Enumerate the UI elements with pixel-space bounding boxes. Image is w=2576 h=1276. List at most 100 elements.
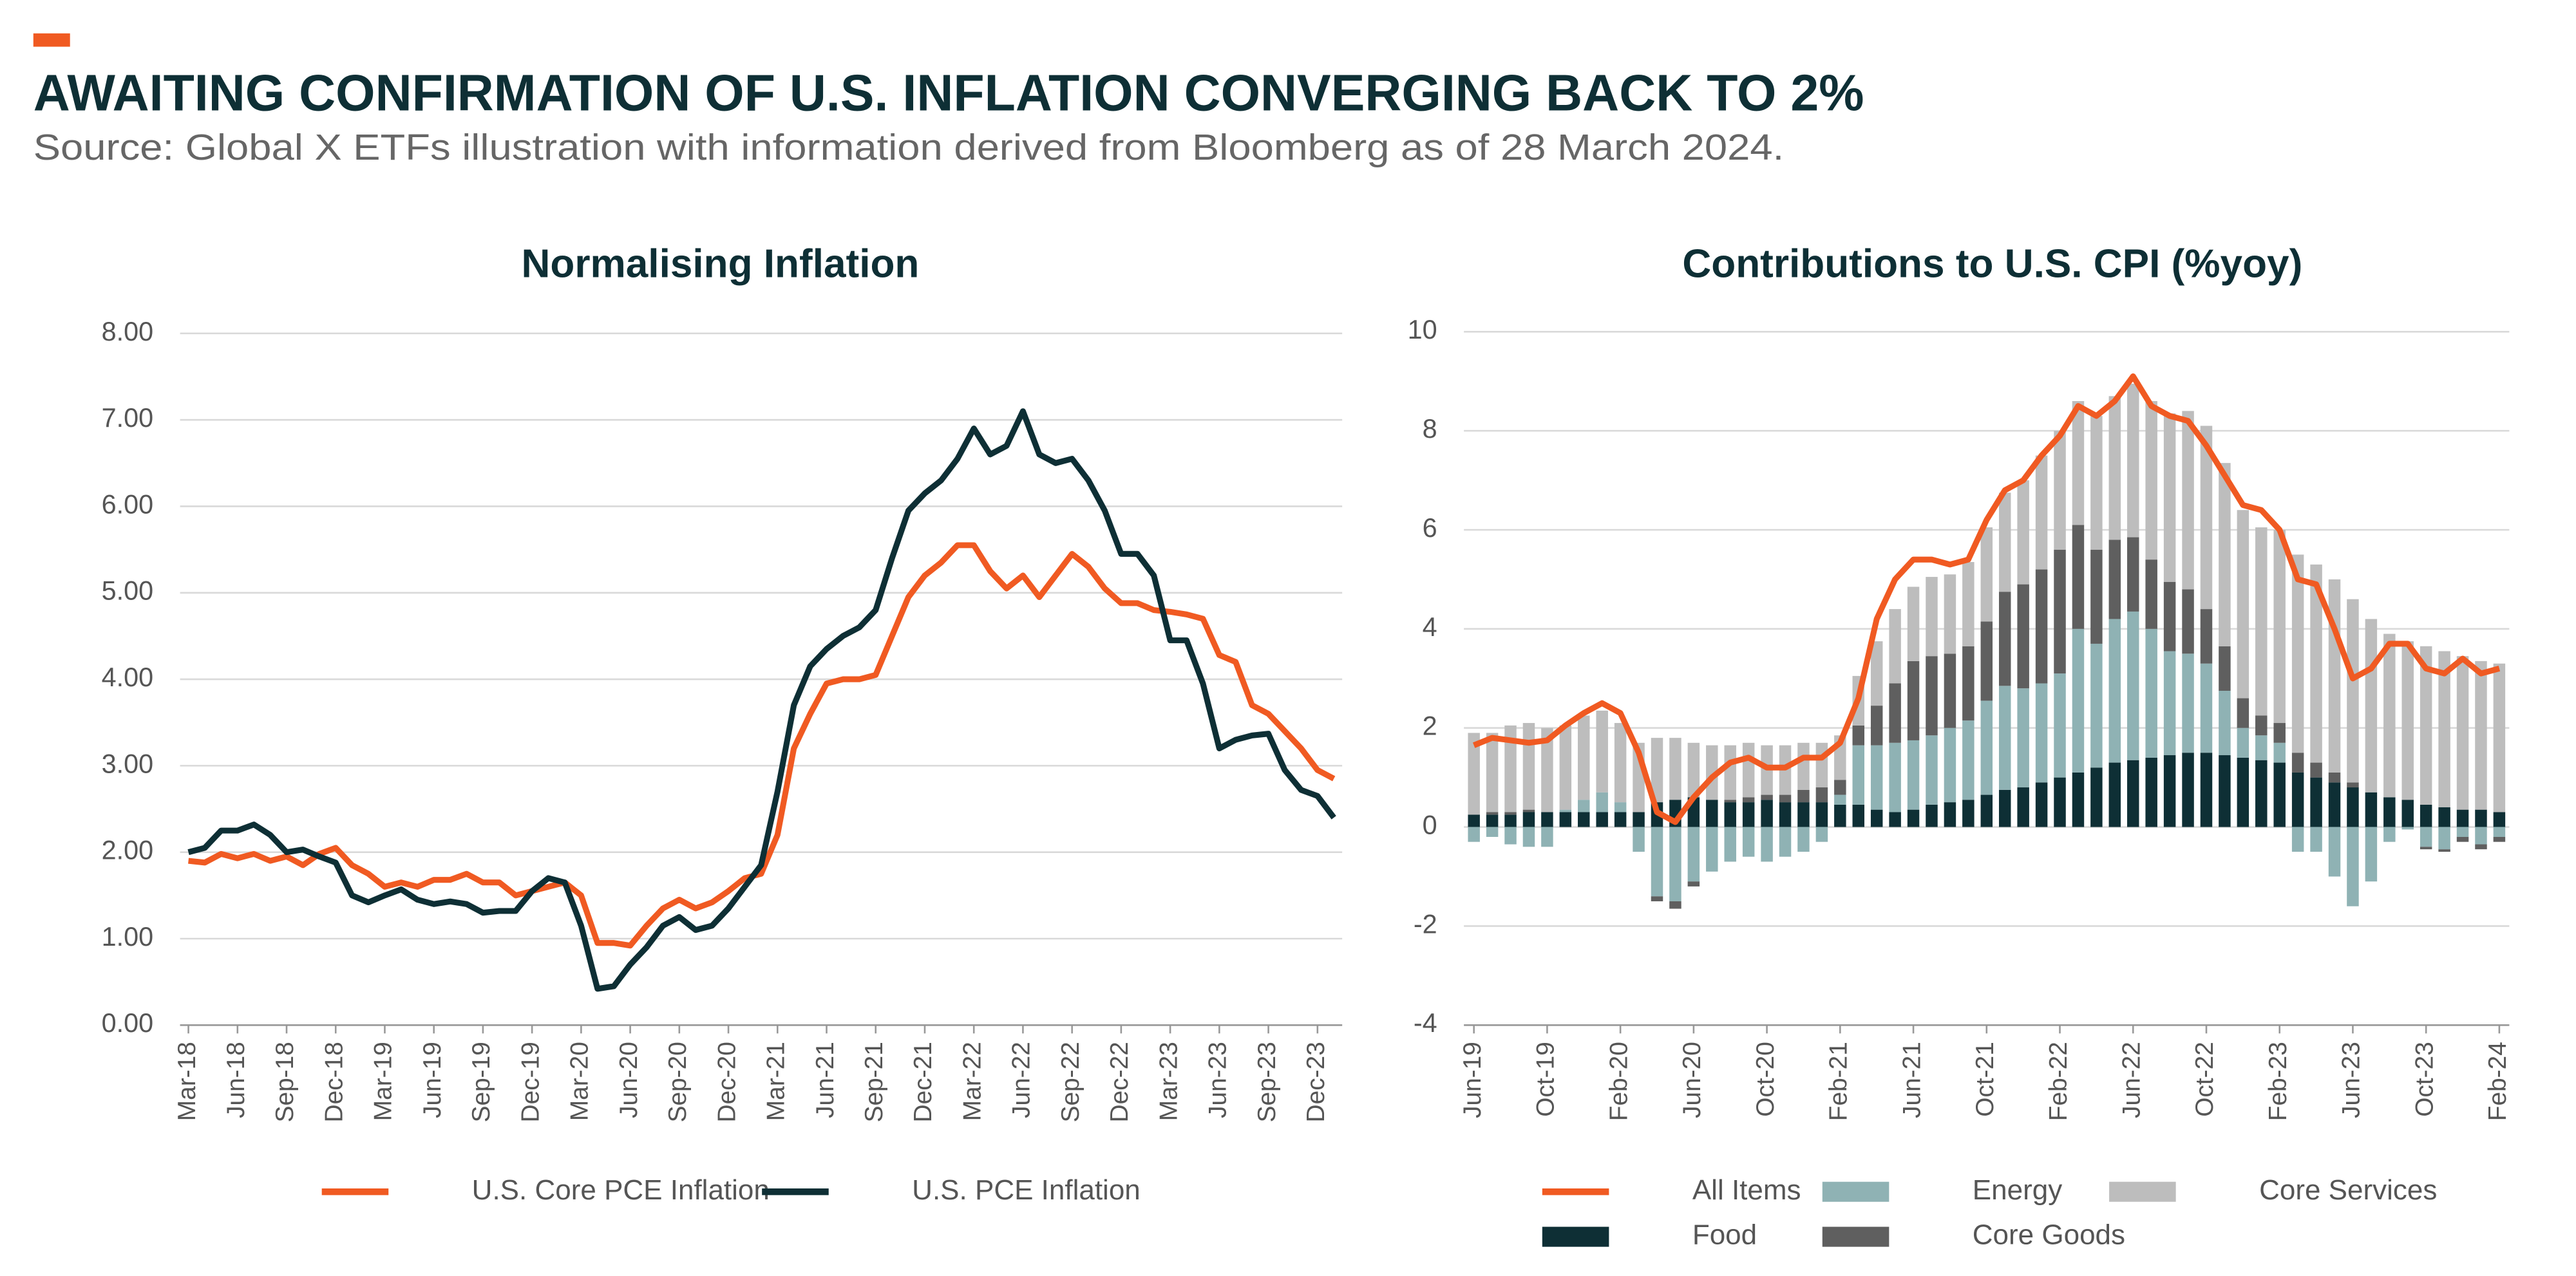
bar bbox=[2420, 646, 2432, 805]
bar bbox=[1541, 827, 1553, 847]
bar bbox=[2365, 619, 2378, 793]
bar bbox=[2401, 800, 2414, 827]
bar bbox=[2182, 753, 2194, 827]
bar bbox=[1724, 745, 1736, 800]
y-tick-label: -4 bbox=[1414, 1008, 1437, 1038]
bar bbox=[2456, 827, 2469, 837]
bar bbox=[2182, 411, 2194, 590]
bar bbox=[2493, 836, 2506, 842]
bar bbox=[2347, 787, 2359, 827]
x-tick-label: Dec-22 bbox=[1106, 1042, 1133, 1122]
bar bbox=[1633, 812, 1645, 827]
bar bbox=[2310, 777, 2322, 827]
y-tick-label: 4 bbox=[1423, 612, 1437, 642]
bar bbox=[1504, 814, 1517, 827]
bar bbox=[2090, 549, 2103, 644]
bar bbox=[1980, 700, 1993, 795]
bar bbox=[2291, 827, 2304, 852]
bar bbox=[2420, 804, 2432, 827]
bar bbox=[1889, 609, 1901, 684]
x-tick-label: Jun-23 bbox=[2338, 1042, 2365, 1118]
x-tick-label: Feb-20 bbox=[1605, 1042, 1633, 1121]
bar bbox=[2273, 762, 2286, 827]
bar bbox=[2475, 827, 2487, 845]
bar bbox=[2200, 663, 2213, 753]
x-tick-label: Sep-23 bbox=[1253, 1042, 1281, 1122]
x-tick-label: Dec-23 bbox=[1302, 1042, 1330, 1122]
bar bbox=[2108, 762, 2121, 827]
bar bbox=[1504, 827, 1517, 845]
bar bbox=[2072, 400, 2085, 525]
bar bbox=[2145, 757, 2157, 827]
bar bbox=[1926, 577, 1938, 657]
bar bbox=[1907, 661, 1920, 740]
x-tick-label: Mar-21 bbox=[762, 1042, 790, 1121]
bar bbox=[2328, 772, 2341, 783]
x-tick-label: Dec-21 bbox=[909, 1042, 937, 1122]
bar bbox=[2145, 628, 2157, 758]
bar bbox=[1559, 812, 1572, 827]
bar bbox=[1834, 804, 1846, 827]
x-tick-label: Oct-21 bbox=[1971, 1042, 1999, 1117]
bar bbox=[1761, 800, 1773, 827]
bar bbox=[1559, 725, 1572, 810]
bar bbox=[2438, 849, 2450, 852]
x-tick-label: Mar-20 bbox=[566, 1042, 594, 1121]
bar bbox=[1944, 802, 1956, 827]
bar bbox=[1889, 812, 1901, 827]
bar bbox=[1907, 740, 1920, 810]
y-tick-label: 10 bbox=[1408, 315, 1437, 344]
bar bbox=[1687, 742, 1700, 798]
x-tick-label: Dec-20 bbox=[713, 1042, 741, 1122]
legend-label: Energy bbox=[1973, 1174, 2062, 1206]
x-tick-label: Mar-18 bbox=[173, 1042, 201, 1121]
bar bbox=[2127, 537, 2139, 612]
bar bbox=[2072, 628, 2085, 773]
page-title: AWAITING CONFIRMATION OF U.S. INFLATION … bbox=[33, 64, 1864, 122]
bar bbox=[2237, 698, 2249, 728]
bar bbox=[1962, 646, 1975, 721]
bar bbox=[1614, 723, 1627, 803]
bar bbox=[2127, 384, 2139, 538]
bar bbox=[2182, 589, 2194, 654]
x-tick-label: Oct-22 bbox=[2191, 1042, 2219, 1117]
bar bbox=[2456, 836, 2469, 842]
x-tick-label: Jun-21 bbox=[1898, 1042, 1926, 1118]
bar bbox=[2456, 656, 2469, 810]
bar bbox=[2035, 455, 2048, 570]
bar bbox=[1926, 804, 1938, 827]
bar bbox=[1742, 797, 1755, 803]
x-tick-label: Feb-24 bbox=[2484, 1042, 2512, 1121]
bar bbox=[2438, 807, 2450, 827]
bar bbox=[1614, 812, 1627, 827]
bar bbox=[1724, 827, 1736, 862]
bar bbox=[1944, 653, 1956, 728]
bar bbox=[2237, 510, 2249, 699]
bar bbox=[1522, 812, 1535, 827]
bar bbox=[1889, 683, 1901, 743]
bar bbox=[2255, 527, 2268, 716]
legend-label: U.S. Core PCE Inflation bbox=[472, 1174, 770, 1206]
bar bbox=[2054, 431, 2066, 550]
bar bbox=[2090, 643, 2103, 768]
bar bbox=[1834, 794, 1846, 805]
x-tick-label: Sep-19 bbox=[468, 1042, 495, 1122]
bar bbox=[2475, 661, 2487, 810]
bar bbox=[2273, 723, 2286, 743]
bar bbox=[2145, 400, 2157, 560]
bar bbox=[1578, 715, 1590, 800]
bar bbox=[1706, 800, 1718, 827]
bar bbox=[1998, 789, 2011, 827]
bar bbox=[1779, 794, 1792, 803]
page-subtitle: Source: Global X ETFs illustration with … bbox=[33, 127, 1784, 168]
bar bbox=[1614, 802, 1627, 812]
bar bbox=[2291, 753, 2304, 773]
x-tick-label: Dec-19 bbox=[516, 1042, 544, 1122]
bar bbox=[1761, 827, 1773, 862]
x-tick-label: Mar-19 bbox=[370, 1042, 397, 1121]
bar bbox=[2182, 653, 2194, 753]
bar bbox=[2035, 782, 2048, 827]
bar bbox=[2401, 827, 2414, 830]
legend-label: All Items bbox=[1692, 1174, 1801, 1206]
